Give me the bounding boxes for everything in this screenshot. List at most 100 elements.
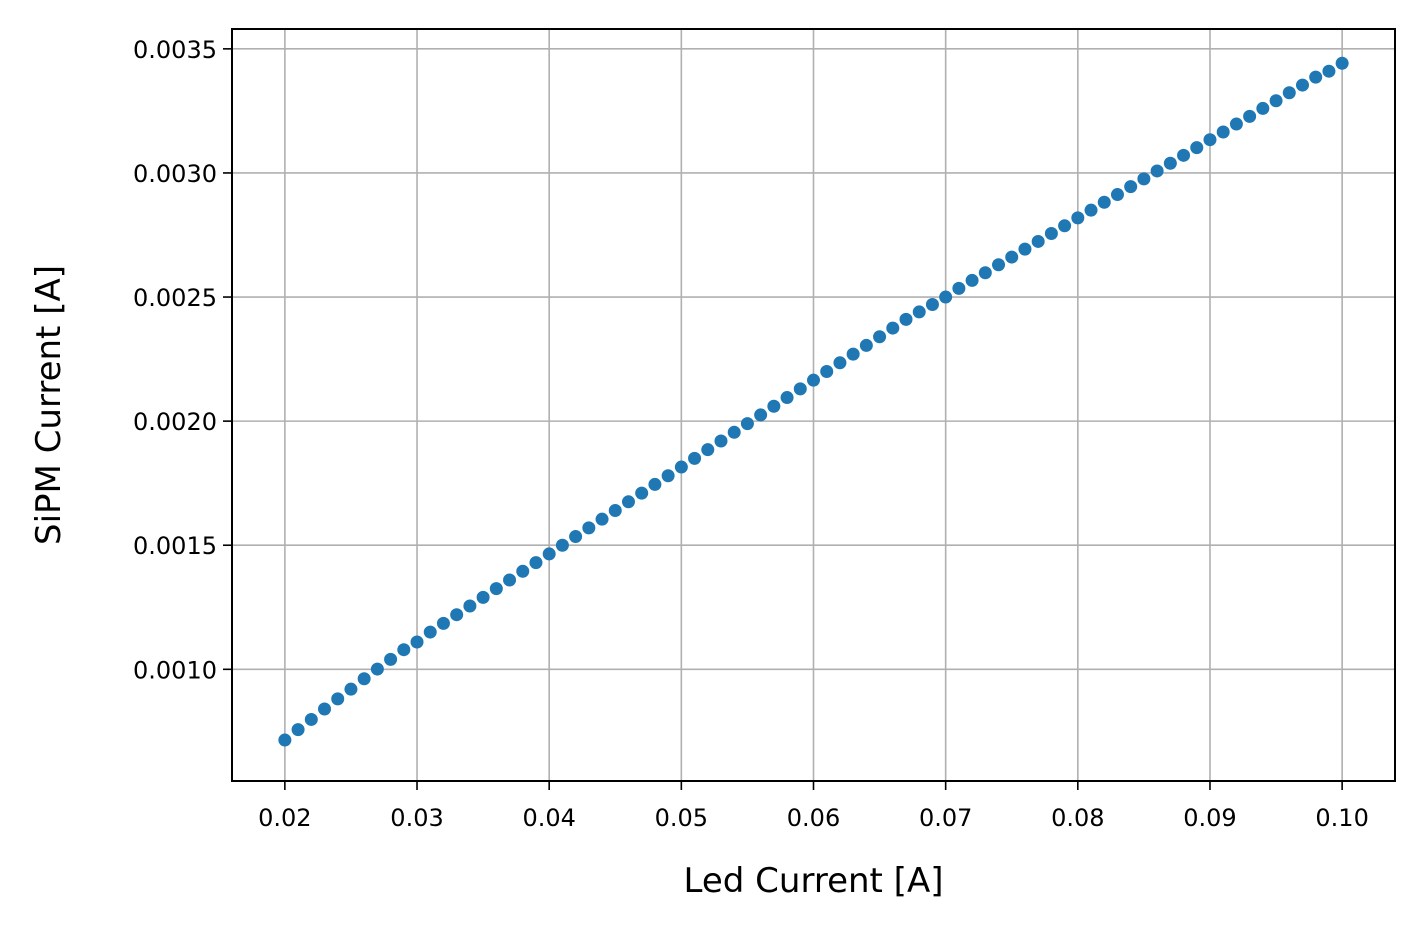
y-axis-label: SiPM Current [A]	[29, 265, 69, 545]
data-point	[740, 417, 754, 431]
data-point	[886, 321, 900, 335]
y-tick-label: 0.0015	[133, 532, 217, 560]
data-point	[859, 338, 873, 352]
data-point	[384, 652, 398, 666]
data-point	[793, 382, 807, 396]
data-point	[807, 373, 820, 387]
data-point	[846, 347, 860, 361]
data-point	[1097, 195, 1111, 209]
y-tick-label: 0.0010	[133, 656, 217, 684]
data-point	[1229, 117, 1243, 131]
data-point	[1203, 133, 1217, 147]
data-point	[423, 625, 437, 639]
data-point	[569, 530, 583, 544]
data-point	[648, 477, 662, 491]
data-point	[1322, 64, 1336, 78]
y-tick-label: 0.0025	[133, 284, 217, 312]
y-tick-label: 0.0020	[133, 408, 217, 436]
data-point	[1216, 125, 1230, 139]
data-point	[1084, 203, 1098, 217]
data-point	[1150, 164, 1164, 178]
data-point	[952, 281, 966, 295]
x-tick-label: 0.04	[522, 804, 575, 832]
data-point	[688, 451, 702, 465]
data-point	[529, 556, 543, 570]
y-tick-label: 0.0035	[133, 36, 217, 64]
data-point	[1058, 219, 1072, 233]
x-tick-label: 0.09	[1183, 804, 1236, 832]
data-point	[661, 469, 675, 483]
data-point	[1269, 94, 1283, 108]
data-point	[1256, 101, 1270, 115]
x-axis-label: Led Current [A]	[684, 861, 944, 901]
data-point	[1124, 180, 1138, 194]
data-point	[476, 590, 490, 604]
data-point	[503, 573, 517, 587]
data-point	[1163, 156, 1177, 170]
data-point	[754, 408, 768, 422]
data-point	[780, 391, 794, 405]
data-point	[1295, 78, 1309, 92]
y-axis-ticks: 0.0010 0.0015 0.0020 0.0025 0.0030 0.0035	[133, 36, 232, 684]
data-point	[1243, 109, 1257, 123]
data-point	[436, 616, 450, 630]
data-point	[767, 399, 781, 413]
x-tick-label: 0.03	[390, 804, 443, 832]
data-point	[1031, 234, 1045, 248]
data-point	[912, 305, 926, 319]
data-point	[925, 297, 939, 311]
data-point	[582, 521, 596, 535]
data-point	[1282, 86, 1296, 100]
data-point	[357, 672, 371, 686]
data-point	[939, 290, 953, 304]
data-point	[595, 512, 609, 526]
data-point	[899, 312, 913, 326]
data-point	[410, 635, 424, 649]
data-point	[1309, 70, 1323, 84]
data-point	[965, 273, 979, 287]
data-point	[278, 733, 292, 747]
x-axis-ticks: 0.02 0.03 0.04 0.05 0.06 0.07 0.08 0.09 0.10	[258, 781, 1369, 832]
x-tick-label: 0.10	[1315, 804, 1368, 832]
data-point	[621, 495, 635, 509]
data-point	[344, 682, 358, 696]
data-point	[304, 712, 318, 726]
data-point	[555, 538, 569, 552]
data-point	[1005, 250, 1019, 264]
data-point	[397, 643, 411, 657]
data-point	[489, 582, 503, 596]
y-tick-label: 0.0030	[133, 160, 217, 188]
data-point	[635, 486, 649, 500]
data-point	[1137, 172, 1151, 186]
data-point	[833, 356, 847, 370]
data-point	[727, 425, 741, 439]
data-point	[1044, 227, 1058, 241]
grid	[232, 29, 1395, 781]
x-tick-label: 0.05	[655, 804, 708, 832]
data-point	[701, 443, 715, 457]
x-tick-label: 0.08	[1051, 804, 1104, 832]
x-tick-label: 0.07	[919, 804, 972, 832]
data-point	[450, 608, 464, 622]
data-point	[1018, 242, 1032, 256]
data-point	[978, 266, 992, 280]
data-point	[1190, 141, 1204, 155]
x-tick-label: 0.02	[258, 804, 311, 832]
data-point	[992, 258, 1006, 272]
data-point	[873, 330, 887, 344]
x-tick-label: 0.06	[787, 804, 840, 832]
data-point	[291, 723, 305, 737]
data-point	[1110, 188, 1124, 202]
data-point	[820, 364, 834, 378]
data-point	[542, 547, 556, 561]
data-point	[370, 662, 384, 676]
data-point	[318, 702, 332, 716]
data-point	[674, 460, 688, 474]
data-point	[331, 692, 345, 706]
data-point	[608, 503, 622, 517]
data-point	[1177, 148, 1191, 162]
data-points	[278, 56, 1349, 747]
data-point	[516, 564, 530, 578]
